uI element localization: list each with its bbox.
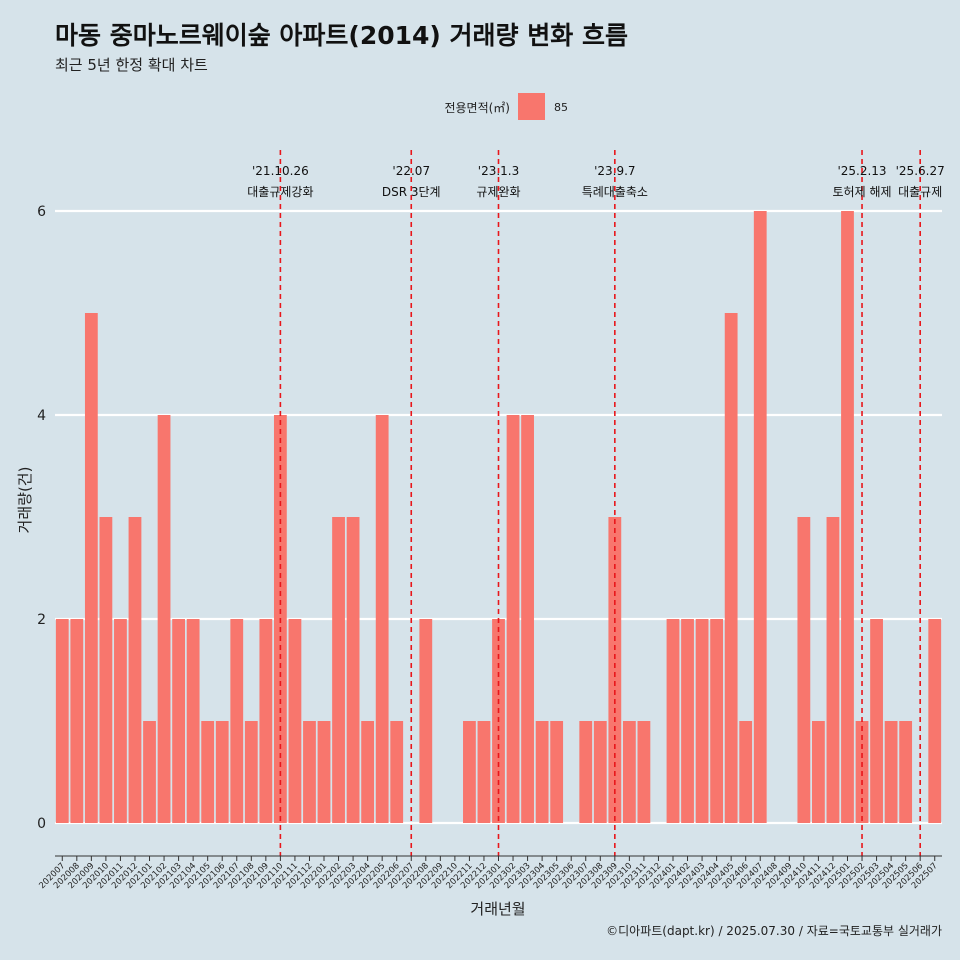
annotation-label: 토허제 해제: [833, 185, 892, 199]
bar: [84, 313, 98, 823]
annotations: '21.10.26 대출규제강화 '22.07 DSR 3단계 '23.1.3 규제완화 '…: [247, 150, 945, 856]
x-axis: 2020072020082020092020102020112020122021…: [37, 855, 942, 891]
bar: [114, 619, 127, 823]
legend-label: 85: [554, 101, 568, 114]
y-axis-title: 거래량(건): [16, 467, 34, 534]
bar: [579, 721, 593, 823]
chart-title: 마동 중마노르웨이숲 아파트(2014) 거래량 변화 흐름: [55, 21, 628, 50]
bar: [244, 721, 258, 823]
legend: 전용면적(㎡) 85: [444, 93, 568, 120]
legend-key: [518, 93, 545, 120]
y-tick-label: 6: [37, 204, 46, 220]
bar: [361, 721, 375, 823]
bar: [812, 721, 825, 823]
annotation-label: 대출규제: [898, 185, 942, 199]
bar: [230, 619, 244, 823]
bar: [695, 619, 709, 823]
bar: [928, 619, 942, 823]
annotation-date: '21.10.26: [252, 164, 309, 178]
bar: [99, 517, 113, 823]
bar: [506, 415, 520, 823]
bar: [666, 619, 680, 823]
bar: [317, 721, 331, 823]
bar: [739, 721, 753, 823]
bar: [797, 517, 811, 823]
bar: [186, 619, 200, 823]
bar: [535, 721, 549, 823]
y-tick-label: 4: [37, 408, 46, 424]
annotation-date: '25.6.27: [896, 164, 945, 178]
chart-subtitle: 최근 5년 한정 확대 차트: [55, 56, 208, 74]
bar: [215, 721, 229, 823]
bar: [375, 415, 389, 823]
annotation-label: 특례대출축소: [582, 185, 648, 199]
bar-series: [55, 211, 942, 823]
bar: [70, 619, 84, 823]
bar: [870, 619, 883, 823]
annotation-label: 대출규제강화: [247, 185, 313, 199]
bar: [841, 211, 854, 823]
bar: [622, 721, 636, 823]
annotation-label: 규제완화: [476, 185, 520, 199]
bar: [419, 619, 433, 823]
bar: [463, 721, 476, 823]
bar: [826, 517, 840, 823]
bar: [201, 721, 215, 823]
caption: ©디아파트(dapt.kr) / 2025.07.30 / 자료=국토교통부 실…: [606, 924, 942, 938]
bar: [884, 721, 898, 823]
bar: [637, 721, 651, 823]
x-axis-title: 거래년월: [470, 900, 525, 918]
bar: [550, 721, 564, 823]
bar: [157, 415, 171, 823]
bar: [477, 721, 491, 823]
annotation-date: '23.1.3: [478, 164, 519, 178]
legend-title: 전용면적(㎡): [444, 101, 510, 115]
bar: [608, 517, 622, 823]
bar: [390, 721, 404, 823]
bar: [55, 619, 69, 823]
bar: [303, 721, 316, 823]
bar: [753, 211, 767, 823]
bar: [128, 517, 142, 823]
bar: [724, 313, 738, 823]
bar: [143, 721, 156, 823]
annotation-date: '22.07: [392, 164, 430, 178]
annotation-date: '23.9.7: [594, 164, 635, 178]
bar: [172, 619, 185, 823]
bar: [681, 619, 694, 823]
bar: [593, 721, 607, 823]
bar: [288, 619, 302, 823]
y-tick-label: 0: [37, 816, 46, 832]
bar: [521, 415, 534, 823]
y-axis-ticks: 0 2 4 6: [37, 204, 46, 832]
bar: [332, 517, 345, 823]
annotation-date: '25.2.13: [837, 164, 886, 178]
bar: [899, 721, 913, 823]
bar: [346, 517, 360, 823]
y-tick-label: 2: [37, 612, 46, 628]
bar: [259, 619, 273, 823]
annotation-label: DSR 3단계: [382, 185, 441, 199]
bar: [710, 619, 724, 823]
